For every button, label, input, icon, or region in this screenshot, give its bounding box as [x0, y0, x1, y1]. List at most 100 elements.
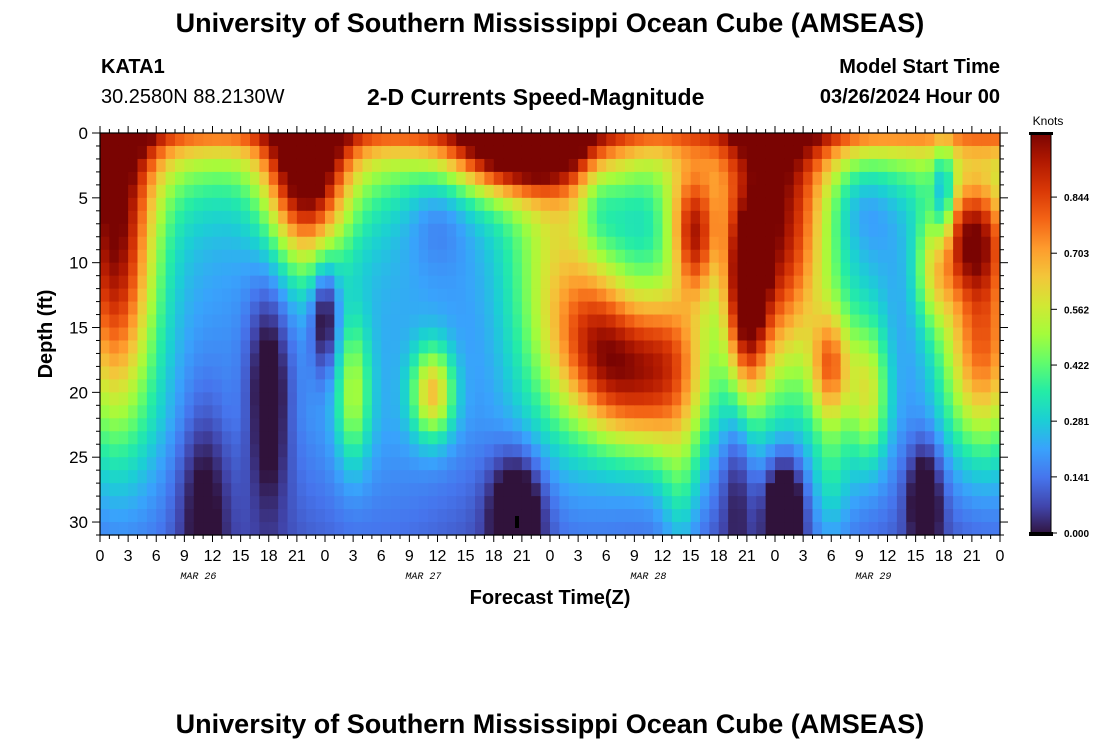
- heatmap-cell: [803, 314, 814, 329]
- heatmap-cell: [484, 522, 495, 536]
- heatmap-cells: [100, 133, 1001, 536]
- heatmap-cell: [971, 379, 982, 393]
- heatmap-cell: [615, 457, 626, 471]
- heatmap-cell: [981, 340, 992, 355]
- heatmap-cell: [859, 431, 870, 445]
- heatmap-cell: [465, 133, 476, 147]
- heatmap-cell: [550, 171, 560, 186]
- x-tick-label: 0: [96, 548, 105, 565]
- heatmap-cell: [887, 288, 898, 303]
- heatmap-cell: [146, 314, 157, 329]
- heatmap-cell: [868, 392, 879, 406]
- heatmap-cell: [990, 236, 1001, 251]
- heatmap-cell: [756, 262, 767, 277]
- heatmap-cell: [193, 496, 204, 510]
- heatmap-cell: [100, 379, 110, 393]
- heatmap-cell: [896, 210, 907, 225]
- heatmap-cell: [718, 444, 729, 458]
- heatmap-cell: [653, 236, 664, 251]
- heatmap-cell: [587, 405, 598, 419]
- heatmap-cell: [362, 184, 373, 199]
- heatmap-cell: [175, 418, 185, 432]
- heatmap-cell: [165, 431, 176, 445]
- heatmap-cell: [165, 444, 176, 458]
- heatmap-cell: [775, 366, 785, 380]
- heatmap-cell: [437, 236, 448, 251]
- heatmap-cell: [690, 418, 701, 432]
- heatmap-cell: [662, 171, 673, 186]
- heatmap-cell: [306, 431, 317, 445]
- heatmap-cell: [315, 483, 326, 497]
- heatmap-cell: [615, 522, 626, 536]
- heatmap-cell: [231, 392, 242, 406]
- heatmap-cell: [325, 301, 335, 316]
- heatmap-cell: [859, 236, 870, 251]
- heatmap-cell: [128, 145, 139, 160]
- heatmap-cell: [737, 353, 748, 368]
- heatmap-cell: [137, 184, 148, 199]
- heatmap-cell: [550, 288, 560, 303]
- heatmap-cell: [821, 392, 832, 406]
- heatmap-cell: [296, 340, 307, 355]
- heatmap-cell: [709, 145, 720, 160]
- heatmap-cell: [315, 392, 326, 406]
- heatmap-cell: [596, 145, 607, 160]
- heatmap-cell: [456, 457, 467, 471]
- heatmap-cell: [587, 314, 598, 329]
- heatmap-cell: [456, 509, 467, 523]
- heatmap-cell: [465, 171, 476, 186]
- heatmap-cell: [709, 158, 720, 173]
- heatmap-cell: [146, 171, 157, 186]
- heatmap-cell: [709, 470, 720, 484]
- heatmap-cell: [315, 171, 326, 186]
- heatmap-cell: [934, 457, 945, 471]
- heatmap-cell: [550, 301, 560, 316]
- heatmap-cell: [184, 171, 195, 186]
- heatmap-cell: [259, 340, 270, 355]
- heatmap-cell: [821, 418, 832, 432]
- heatmap-cell: [550, 379, 560, 393]
- heatmap-cell: [296, 249, 307, 264]
- heatmap-cell: [437, 496, 448, 510]
- heatmap-cell: [325, 262, 335, 277]
- heatmap-cell: [925, 197, 935, 212]
- heatmap-cell: [493, 275, 504, 290]
- heatmap-cell: [728, 210, 739, 225]
- heatmap-cell: [475, 223, 485, 238]
- heatmap-cell: [643, 405, 654, 419]
- heatmap-cell: [653, 275, 664, 290]
- heatmap-cell: [690, 470, 701, 484]
- heatmap-cell: [690, 262, 701, 277]
- heatmap-cell: [540, 275, 551, 290]
- heatmap-cell: [878, 379, 889, 393]
- heatmap-cell: [550, 314, 560, 329]
- heatmap-cell: [737, 197, 748, 212]
- heatmap-cell: [137, 314, 148, 329]
- heatmap-cell: [400, 379, 410, 393]
- heatmap-cell: [128, 288, 139, 303]
- heatmap-cell: [278, 171, 289, 186]
- heatmap-cell: [634, 418, 645, 432]
- heatmap-cell: [212, 470, 223, 484]
- heatmap-cell: [231, 457, 242, 471]
- x-tick-label: 6: [827, 548, 836, 565]
- heatmap-cell: [653, 431, 664, 445]
- heatmap-cell: [334, 145, 345, 160]
- heatmap-cell: [887, 522, 898, 536]
- heatmap-cell: [587, 275, 598, 290]
- heatmap-cell: [840, 275, 851, 290]
- heatmap-cell: [990, 314, 1001, 329]
- heatmap-cell: [362, 522, 373, 536]
- heatmap-cell: [521, 171, 532, 186]
- heatmap-cell: [287, 158, 298, 173]
- heatmap-cell: [353, 379, 364, 393]
- heatmap-cell: [418, 457, 429, 471]
- heatmap-cell: [681, 249, 692, 264]
- heatmap-cell: [850, 262, 860, 277]
- heatmap-cell: [362, 158, 373, 173]
- heatmap-cell: [540, 223, 551, 238]
- heatmap-cell: [915, 509, 926, 523]
- heatmap-cell: [296, 483, 307, 497]
- heatmap-cell: [296, 457, 307, 471]
- heatmap-cell: [784, 275, 795, 290]
